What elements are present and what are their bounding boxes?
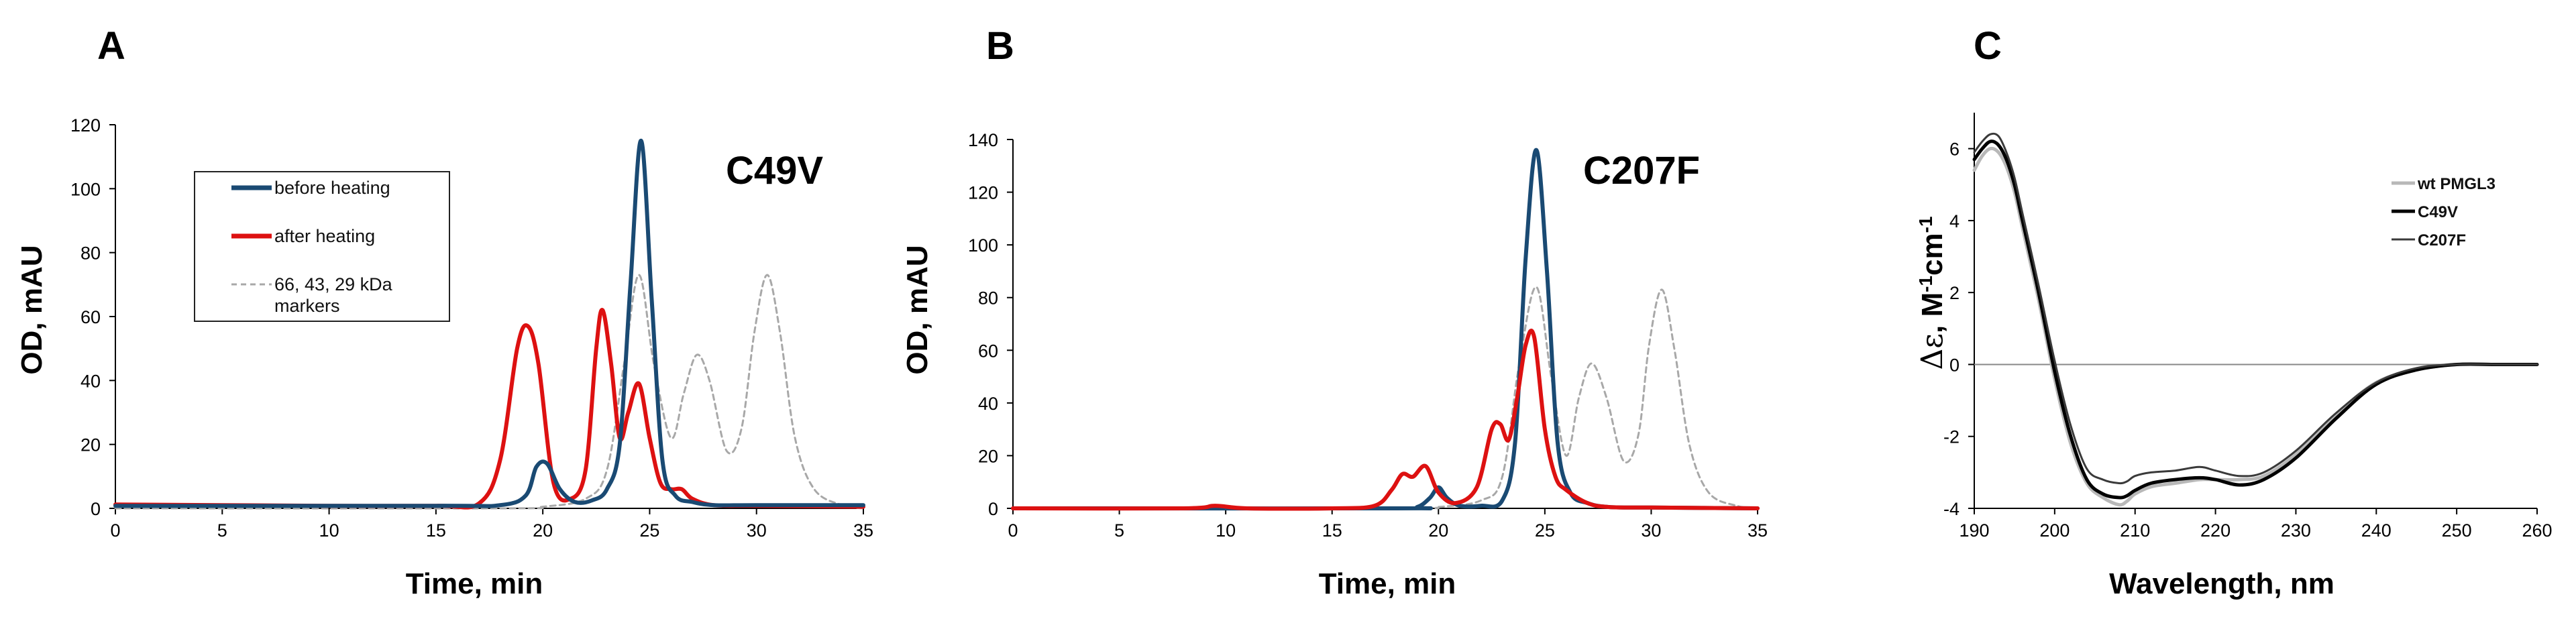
panel-a-y-axis-title: OD, mAU [15,245,48,374]
panel-c-letter: C [1974,24,2002,68]
panel-b-x-axis-title: Time, min [1319,567,1456,600]
legend-label-c49v: C49V [2418,203,2458,221]
y-tick-label: 140 [968,130,998,150]
y-tick-label: 4 [1949,211,1960,231]
y-tick-label: 120 [968,183,998,203]
legend-label-markers-line1: 66, 43, 29 kDa [274,274,393,294]
y-tick-label: 40 [978,394,998,414]
y-tick-label: 100 [70,179,101,199]
panel-c-legend: wt PMGL3 C49V C207F [2392,175,2496,249]
panel-b-chart: 0 5 10 15 20 25 30 35 0 20 40 60 80 100 120 140 [968,130,1768,541]
series-line-before-heating [113,138,865,508]
x-tick-label: 220 [2200,520,2231,541]
y-tick-label: 60 [978,341,998,361]
panel-c-chart: 190 200 210 220 230 240 250 260 -4 -2 0 2 4 6 [1943,113,2553,541]
legend-label-wt-pmgl3: wt PMGL3 [2417,175,2496,193]
x-tick-label: 20 [533,520,553,541]
panel-b-y-axis-title: OD, mAU [901,245,934,374]
x-tick-label: 0 [1008,520,1018,541]
legend-label-before-heating: before heating [274,178,390,198]
x-tick-label: 30 [1641,520,1661,541]
y-tick-label: 60 [80,307,101,327]
x-tick-label: 10 [319,520,339,541]
y-tick-label: 20 [978,446,998,466]
x-tick-label: 35 [1748,520,1768,541]
y-tick-label: 0 [988,499,998,519]
y-tick-label: -2 [1943,427,1960,447]
x-tick-label: 30 [747,520,767,541]
panel-a-variant-label: C49V [726,149,823,192]
y-tick-label: 100 [968,235,998,256]
y-tick-label: 6 [1949,139,1960,160]
series-line-c49v [1972,139,2539,500]
y-tick-label: 20 [80,435,101,455]
legend-label-markers-line2: markers [274,296,340,316]
y-tick-label: 2 [1949,283,1960,303]
panel-c-y-axis-title: Δε, M-1cm-1 [1915,216,1950,370]
x-tick-label: 15 [1322,520,1342,541]
panel-c-x-axis-title: Wavelength, nm [2109,567,2334,600]
legend-label-after-heating: after heating [274,226,375,246]
x-tick-label: 240 [2361,520,2392,541]
series-line-after-heating [1011,329,1760,511]
x-tick-label: 0 [110,520,120,541]
series-line-wt-pmgl3 [1972,146,2539,507]
panel-a-chart: 0 5 10 15 20 25 30 35 0 20 40 60 80 100 120 [70,115,873,541]
x-tick-label: 25 [639,520,659,541]
y-tick-label: 80 [80,243,101,264]
y-tick-label: 0 [91,499,101,519]
panel-a-letter: A [97,24,125,68]
series-line-66-43-29-kda-markers [114,274,865,510]
series-line-c207f [1973,132,2538,485]
x-tick-label: 35 [853,520,873,541]
series-line-before-heating [1011,148,1760,511]
y-tick-label: 40 [80,371,101,391]
x-tick-label: 230 [2281,520,2311,541]
x-tick-label: 200 [2039,520,2070,541]
x-tick-label: 10 [1216,520,1236,541]
panel-b-letter: B [986,24,1014,68]
series-line-after-heating [113,308,865,510]
panel-b-variant-label: C207F [1583,149,1700,192]
x-tick-label: 25 [1535,520,1555,541]
y-tick-label: 120 [70,115,101,135]
x-tick-label: 210 [2120,520,2150,541]
x-tick-label: 5 [1114,520,1124,541]
x-tick-label: 250 [2442,520,2472,541]
x-tick-label: 190 [1959,520,1989,541]
legend-label-c207f: C207F [2418,231,2466,249]
x-tick-label: 260 [2522,520,2552,541]
panel-a-x-axis-title: Time, min [406,567,543,600]
y-tick-label: -4 [1943,499,1960,519]
panel-a-legend: before heating after heating 66, 43, 29 … [194,171,450,322]
x-tick-label: 15 [426,520,446,541]
series-line-66-43-29-kda-markers [1012,286,1759,510]
y-tick-label: 80 [978,288,998,308]
x-tick-label: 5 [217,520,227,541]
y-tick-label: 0 [1949,355,1960,375]
x-tick-label: 20 [1428,520,1448,541]
